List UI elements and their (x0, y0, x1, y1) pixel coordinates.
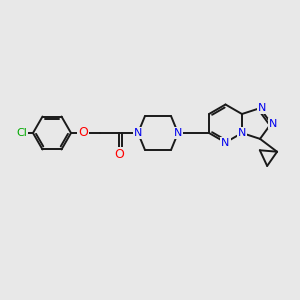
Text: Cl: Cl (16, 128, 27, 138)
Text: N: N (238, 128, 246, 138)
Text: O: O (114, 148, 124, 160)
Text: N: N (174, 128, 182, 138)
Text: O: O (78, 127, 88, 140)
Text: N: N (258, 103, 266, 113)
Text: N: N (269, 118, 278, 128)
Text: N: N (221, 137, 230, 148)
Text: N: N (134, 128, 142, 138)
